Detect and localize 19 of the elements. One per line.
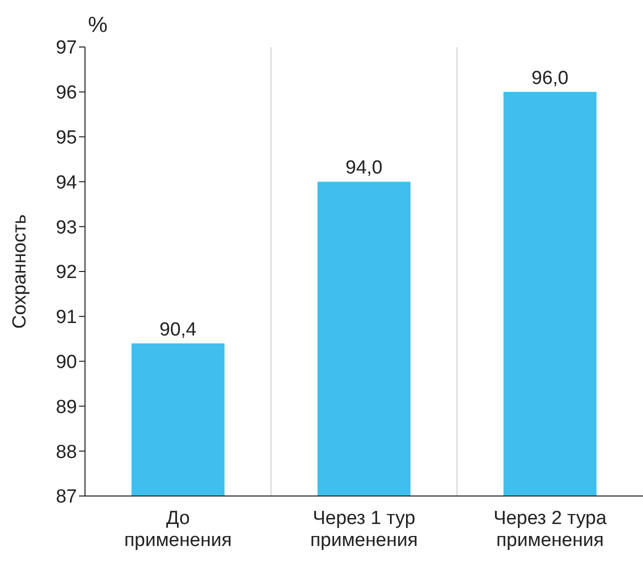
x-tick-label: До применения (124, 508, 232, 551)
data-label: 90,4 (160, 319, 197, 340)
y-tick-label: 96 (56, 82, 77, 104)
y-tick-label: 93 (56, 217, 77, 238)
y-tick-label: 97 (56, 38, 77, 59)
y-tick-label: 94 (56, 172, 78, 194)
y-tick-label: 88 (56, 442, 77, 463)
x-tick-label: Через 1 тур применения (310, 508, 418, 551)
y-tick-label: 91 (56, 307, 77, 328)
y-tick-label: 87 (56, 486, 77, 508)
y-tick-label: 89 (56, 396, 77, 418)
y-axis-title: Сохранность (10, 214, 31, 329)
data-label: 96,0 (532, 68, 568, 89)
y-tick-label: 90 (56, 352, 77, 374)
y-tick-label: 95 (56, 128, 77, 149)
y-tick-label: 92 (56, 262, 77, 284)
text: % (88, 12, 108, 38)
x-tick-label: Через 2 тура применения (493, 508, 607, 551)
data-label: 94,0 (346, 158, 382, 179)
